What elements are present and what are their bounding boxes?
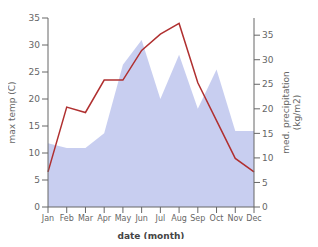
svg-text:15: 15 (262, 129, 273, 139)
svg-text:10: 10 (262, 153, 274, 163)
svg-text:35: 35 (29, 13, 40, 23)
svg-text:Aug: Aug (171, 214, 187, 223)
svg-text:15: 15 (29, 121, 40, 131)
svg-text:Jul: Jul (155, 214, 166, 223)
svg-text:0: 0 (262, 202, 268, 212)
svg-text:25: 25 (262, 79, 273, 89)
svg-text:25: 25 (29, 67, 40, 77)
svg-text:30: 30 (29, 40, 41, 50)
svg-text:0: 0 (34, 202, 40, 212)
svg-text:20: 20 (29, 94, 41, 104)
svg-text:35: 35 (262, 30, 273, 40)
svg-text:Jan: Jan (41, 214, 54, 223)
svg-text:Dec: Dec (246, 214, 261, 223)
svg-text:max temp (C): max temp (C) (8, 81, 17, 143)
svg-text:5: 5 (34, 175, 40, 185)
svg-text:(kg/m2): (kg/m2) (292, 95, 302, 130)
svg-text:20: 20 (262, 104, 274, 114)
svg-text:med. precipitation: med. precipitation (281, 71, 291, 153)
svg-text:Mar: Mar (78, 214, 94, 223)
svg-text:date (month): date (month) (118, 231, 185, 239)
svg-text:5: 5 (262, 178, 268, 188)
svg-text:Jun: Jun (134, 214, 148, 223)
svg-text:10: 10 (29, 148, 41, 158)
svg-text:Feb: Feb (60, 214, 74, 223)
svg-text:May: May (115, 214, 132, 223)
svg-text:Nov: Nov (227, 214, 243, 223)
svg-text:Oct: Oct (210, 214, 224, 223)
svg-text:30: 30 (262, 55, 274, 65)
svg-text:Apr: Apr (97, 214, 112, 223)
svg-text:Sep: Sep (190, 214, 205, 223)
